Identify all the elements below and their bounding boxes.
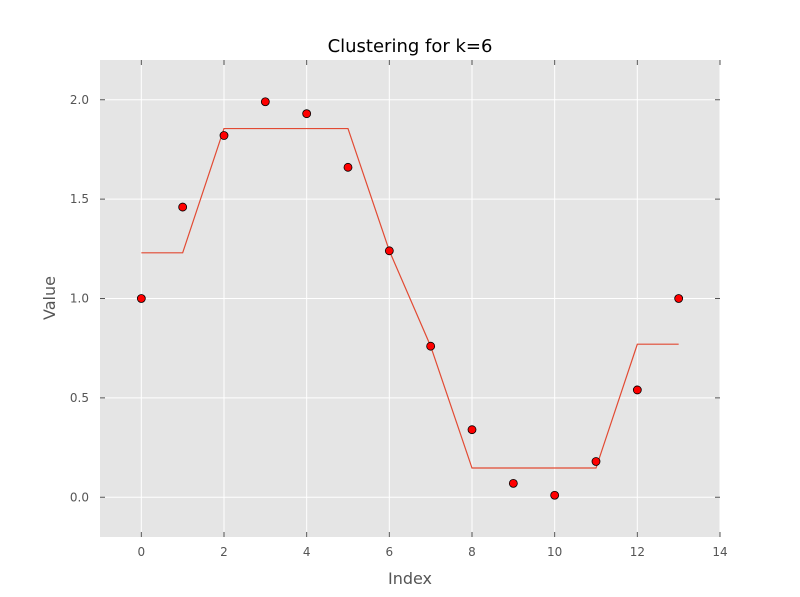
x-axis-title: Index: [388, 569, 432, 588]
data-point: [674, 294, 684, 303]
x-tick-label: 8: [468, 545, 476, 559]
y-tick-label: 0.5: [70, 391, 89, 405]
data-point: [426, 341, 436, 351]
cluster-line: [141, 127, 679, 469]
data-point: [178, 202, 188, 212]
y-axis-title: Value: [40, 276, 59, 320]
cluster-line-layer: [141, 127, 679, 469]
data-point: [508, 478, 518, 488]
x-tick-label: 12: [630, 545, 645, 559]
data-point: [467, 425, 477, 435]
y-tick-labels: 0.0 0.5 1.0 1.5 2.0: [70, 93, 89, 505]
x-tick-label: 4: [303, 545, 311, 559]
data-point: [591, 457, 601, 466]
x-tick-label: 6: [386, 545, 394, 559]
y-tick-label: 0.0: [70, 490, 89, 504]
x-tick-label: 14: [712, 545, 727, 559]
y-tick-label: 1.0: [70, 292, 89, 306]
y-tick-label: 1.5: [70, 192, 89, 206]
data-point: [136, 294, 146, 303]
data-point-layer: [136, 97, 684, 500]
x-tick-label: 10: [547, 545, 562, 559]
y-tick-label: 2.0: [70, 93, 89, 107]
tick-marks: [100, 60, 721, 537]
data-point: [343, 162, 353, 172]
data-point: [632, 385, 642, 395]
data-point: [384, 246, 394, 256]
x-tick-labels: 0 2 4 6 8 10 12 14: [138, 545, 728, 559]
data-point: [550, 490, 560, 500]
data-point: [219, 131, 229, 140]
data-point: [302, 109, 312, 119]
x-tick-label: 2: [220, 545, 228, 559]
chart-title: Clustering for k=6: [328, 36, 493, 57]
x-tick-label: 0: [138, 545, 146, 559]
data-point: [260, 97, 270, 107]
